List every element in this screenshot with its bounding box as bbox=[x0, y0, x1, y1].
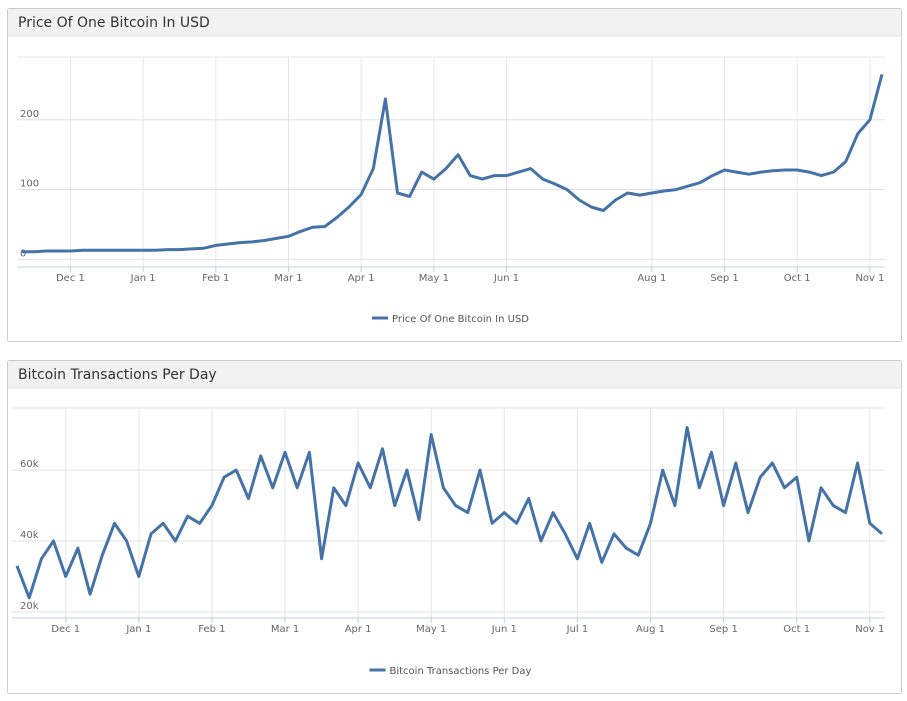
y-tick-label: 100 bbox=[20, 179, 39, 190]
y-tick-label: 0 bbox=[20, 248, 26, 259]
y-tick-label: 60k bbox=[20, 459, 39, 470]
x-tick-label: Apr 1 bbox=[348, 273, 375, 284]
x-tick-label: Nov 1 bbox=[855, 273, 884, 284]
x-tick-label: Apr 1 bbox=[345, 624, 372, 635]
x-tick-label: Jun 1 bbox=[491, 624, 517, 635]
panel bbox=[7, 8, 902, 342]
x-tick-label: Mar 1 bbox=[271, 624, 299, 635]
panel-title: Price Of One Bitcoin In USD bbox=[18, 15, 210, 31]
x-tick-label: Feb 1 bbox=[198, 624, 225, 635]
x-tick-label: Oct 1 bbox=[784, 273, 811, 284]
legend-label[interactable]: Price Of One Bitcoin In USD bbox=[392, 314, 529, 325]
y-tick-label: 40k bbox=[20, 530, 39, 541]
x-tick-label: Oct 1 bbox=[783, 624, 810, 635]
x-tick-label: Sep 1 bbox=[709, 624, 737, 635]
panel-header bbox=[8, 361, 901, 388]
x-tick-label: Aug 1 bbox=[636, 624, 665, 635]
y-tick-label: 200 bbox=[20, 109, 39, 120]
data-line bbox=[15, 426, 883, 600]
x-tick-label: Dec 1 bbox=[56, 273, 85, 284]
x-tick-label: Jun 1 bbox=[493, 273, 519, 284]
x-tick-label: Jul 1 bbox=[566, 624, 589, 635]
x-tick-label: Mar 1 bbox=[274, 273, 302, 284]
panel-header bbox=[8, 9, 901, 36]
x-tick-label: Dec 1 bbox=[51, 624, 80, 635]
x-tick-label: Sep 1 bbox=[710, 273, 738, 284]
x-tick-label: Jan 1 bbox=[130, 273, 156, 284]
panel bbox=[7, 360, 902, 694]
y-tick-label: 20k bbox=[20, 601, 39, 612]
x-tick-label: Jan 1 bbox=[125, 624, 151, 635]
panel-title: Bitcoin Transactions Per Day bbox=[18, 367, 217, 383]
x-tick-label: Feb 1 bbox=[202, 273, 229, 284]
x-tick-label: Aug 1 bbox=[637, 273, 666, 284]
data-line bbox=[22, 74, 884, 254]
legend-label[interactable]: Bitcoin Transactions Per Day bbox=[390, 666, 532, 677]
x-tick-label: May 1 bbox=[419, 273, 449, 284]
x-tick-label: Nov 1 bbox=[855, 624, 884, 635]
x-tick-label: May 1 bbox=[416, 624, 446, 635]
